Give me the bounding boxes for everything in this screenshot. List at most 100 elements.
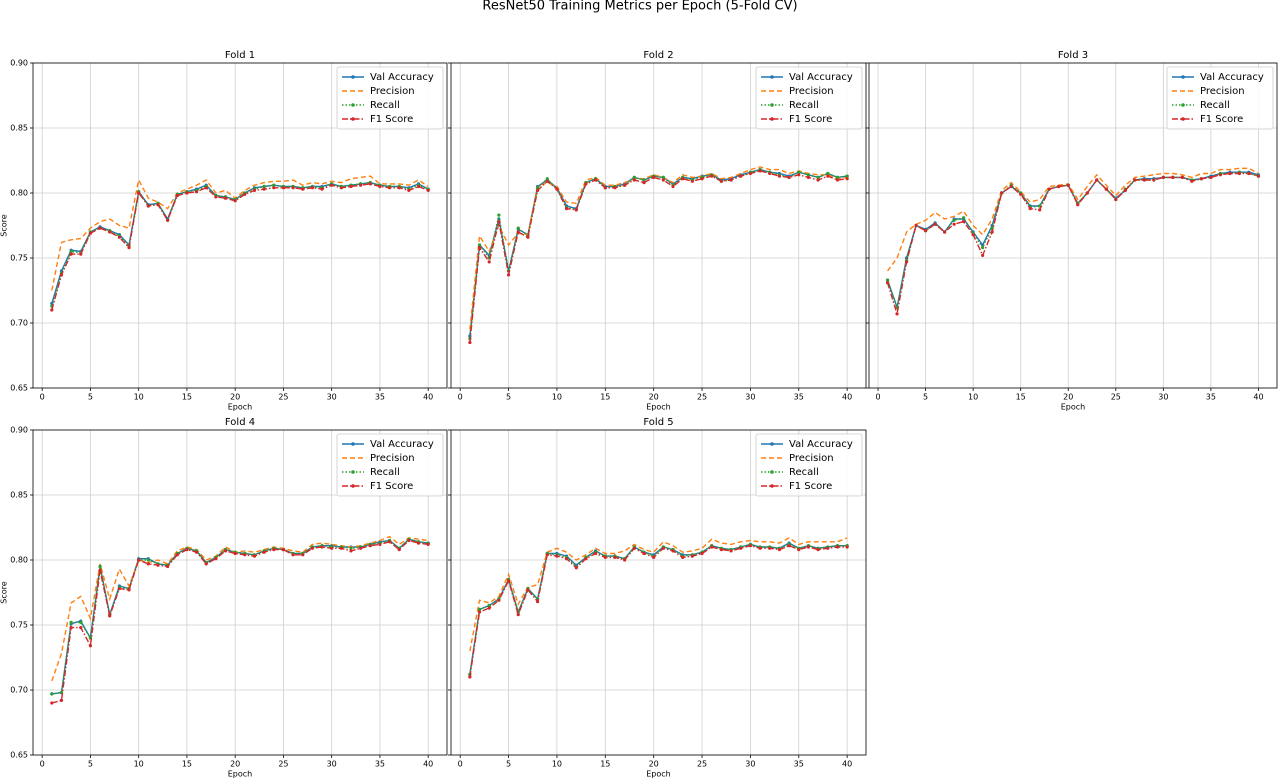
series-line <box>886 167 1259 272</box>
data-point <box>661 175 665 179</box>
legend-marker <box>770 442 774 446</box>
legend-label: Recall <box>370 467 400 478</box>
data-point <box>962 216 966 220</box>
data-point <box>952 218 956 222</box>
data-point <box>368 182 372 186</box>
data-point <box>310 546 314 550</box>
data-point <box>632 546 636 550</box>
x-tick-label: 20 <box>230 760 240 769</box>
data-point <box>477 243 482 247</box>
data-point <box>962 220 966 224</box>
data-point <box>516 230 520 234</box>
data-point <box>397 548 401 552</box>
data-point <box>98 568 102 573</box>
data-point <box>166 564 170 569</box>
data-point <box>98 564 102 569</box>
series-line <box>51 538 429 695</box>
data-point <box>69 252 73 256</box>
data-point <box>1209 175 1213 179</box>
data-point <box>468 340 472 345</box>
data-point <box>797 173 801 177</box>
data-point <box>681 555 685 560</box>
data-point <box>50 692 54 696</box>
legend-box <box>336 66 444 130</box>
data-point <box>359 183 363 187</box>
data-point <box>487 260 491 264</box>
data-point <box>990 230 994 234</box>
data-point <box>506 579 511 583</box>
data-point <box>914 223 918 228</box>
legend: Val Accuracy Precision Recall F1 Score <box>755 66 863 130</box>
data-point <box>777 174 782 178</box>
data-point <box>661 546 665 550</box>
data-point <box>1228 171 1232 176</box>
data-point <box>1095 178 1099 182</box>
data-point <box>339 546 343 550</box>
y-tick-label: 0.90 <box>10 426 28 435</box>
x-tick-label: 40 <box>842 760 852 769</box>
data-point <box>516 613 520 617</box>
data-point <box>971 233 975 237</box>
data-point <box>194 190 199 194</box>
x-tick-label: 15 <box>600 760 610 769</box>
data-point <box>652 555 656 560</box>
data-point <box>262 184 266 189</box>
data-point <box>252 554 257 558</box>
data-point <box>806 173 811 177</box>
data-point <box>166 218 170 222</box>
data-point <box>719 548 723 552</box>
data-point <box>59 273 64 277</box>
data-point <box>1237 171 1242 176</box>
x-tick-label: 0 <box>40 393 45 402</box>
data-point <box>397 186 401 190</box>
legend-label: F1 Score <box>789 114 832 125</box>
figure-title: ResNet50 Training Metrics per Epoch (5-F… <box>482 0 797 14</box>
x-tick-label: 10 <box>552 760 562 769</box>
data-point <box>603 555 607 560</box>
legend-marker <box>1181 117 1185 121</box>
data-point <box>223 196 228 200</box>
data-point <box>117 587 121 591</box>
x-tick-label: 15 <box>182 760 192 769</box>
x-tick-label: 15 <box>182 393 192 402</box>
data-point <box>146 562 150 566</box>
series-line <box>886 172 1259 315</box>
data-point <box>477 607 482 612</box>
data-point <box>565 557 569 561</box>
data-point <box>584 182 588 186</box>
data-point <box>426 542 430 547</box>
legend-marker <box>351 75 355 79</box>
data-point <box>497 213 501 217</box>
x-tick-label: 20 <box>649 760 659 769</box>
x-tick-label: 40 <box>423 760 433 769</box>
data-point <box>623 558 627 562</box>
data-point <box>816 548 820 552</box>
data-point <box>117 235 121 239</box>
legend-marker <box>770 470 774 474</box>
x-tick-label: 5 <box>923 393 928 402</box>
axes-frame <box>32 429 448 756</box>
x-tick-label: 0 <box>458 393 463 402</box>
data-point <box>137 558 141 562</box>
data-point <box>272 183 276 187</box>
data-point <box>214 195 218 199</box>
axes-frame <box>868 62 1278 389</box>
data-point <box>301 187 305 191</box>
x-tick-label: 35 <box>794 393 804 402</box>
y-axis-label: Score <box>0 214 9 236</box>
data-point <box>797 548 801 552</box>
data-point <box>416 541 421 545</box>
x-tick-label: 30 <box>327 760 337 769</box>
y-tick-label: 0.65 <box>10 751 28 760</box>
y-tick-label: 0.80 <box>10 556 28 565</box>
data-point <box>787 544 791 548</box>
data-point <box>535 186 540 190</box>
y-tick-label: 0.90 <box>10 59 28 68</box>
data-point <box>50 701 54 705</box>
data-point <box>156 563 160 567</box>
legend-label: Val Accuracy <box>789 439 853 450</box>
legend-label: Precision <box>789 453 834 464</box>
data-point <box>1123 188 1127 192</box>
data-point <box>1057 184 1061 189</box>
